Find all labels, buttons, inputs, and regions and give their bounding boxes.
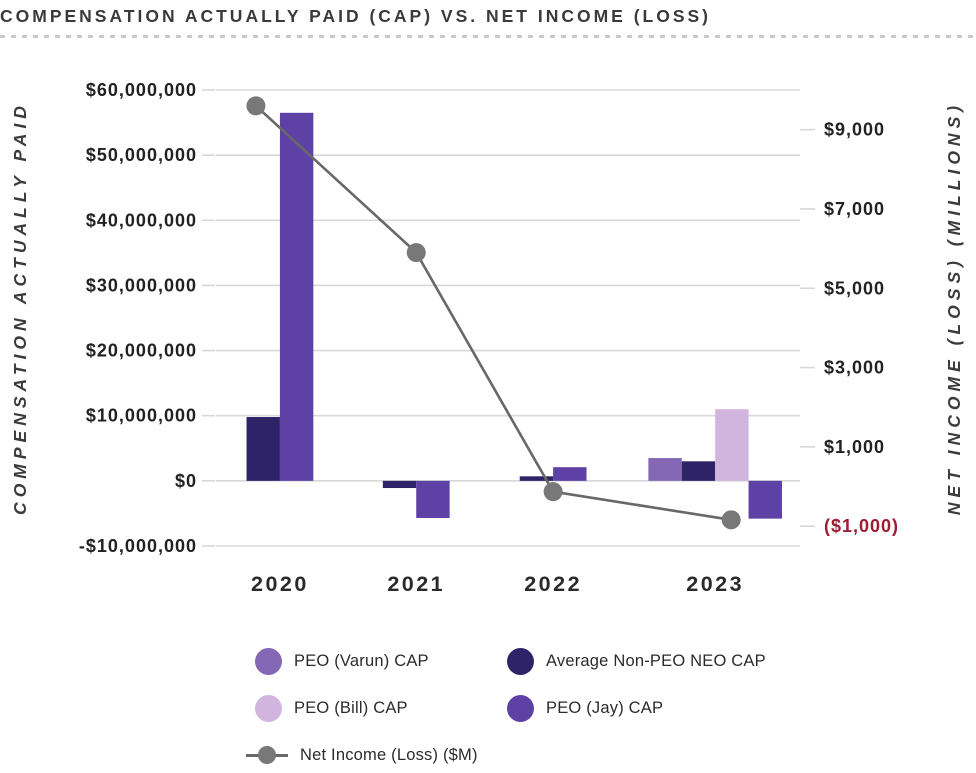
- legend-swatch-peo-bill: [255, 695, 282, 722]
- right-axis-tick-label: ($1,000): [824, 516, 899, 536]
- right-axis-tick-label: $5,000: [824, 278, 885, 298]
- right-axis-tick-label: $7,000: [824, 199, 885, 219]
- left-axis-tick-label: $40,000,000: [86, 210, 197, 230]
- x-axis-labels: 2020 2021 2022 2023: [251, 572, 744, 596]
- bar-avg_neo-2021: [382, 480, 417, 489]
- bar-jay-2021: [416, 480, 450, 518]
- legend-item-peo-bill-cap: PEO (Bill) CAP: [255, 695, 408, 722]
- left-axis-tick-label: -$10,000,000: [79, 536, 197, 556]
- gridlines: $60,000,000 $50,000,000 $40,000,000 $30,000…: [79, 80, 800, 556]
- net-income-line-path: [255, 104, 732, 522]
- left-axis-tick-label: $50,000,000: [86, 145, 197, 165]
- left-axis-tick-label: $60,000,000: [86, 80, 197, 100]
- net-income-point-2023: [721, 510, 741, 530]
- x-axis-label-2020: 2020: [251, 572, 309, 596]
- bar-varun-2023: [648, 458, 682, 481]
- legend-label-average-non-peo-neo: Average Non-PEO NEO CAP: [546, 652, 766, 670]
- bar-avg_neo-2023: [681, 461, 716, 481]
- x-axis-label-2023: 2023: [686, 572, 744, 596]
- x-axis-label-2022: 2022: [524, 572, 582, 596]
- net-income-point-2021: [406, 243, 426, 263]
- legend-label-peo-varun: PEO (Varun) CAP: [294, 652, 429, 670]
- legend-swatch-peo-varun: [255, 648, 282, 675]
- page-title: COMPENSATION ACTUALLY PAID (CAP) VS. NET…: [0, 6, 712, 26]
- right-axis-tick-label: $9,000: [824, 120, 885, 140]
- legend-item-average-non-peo-neo-cap: Average Non-PEO NEO CAP: [507, 648, 766, 675]
- bar-jay-2022: [553, 467, 587, 481]
- bar-jay-2020: [279, 112, 314, 481]
- legend-label-peo-jay: PEO (Jay) CAP: [546, 699, 664, 717]
- bar-avg_neo-2022: [519, 476, 554, 481]
- x-axis-label-2021: 2021: [387, 572, 445, 596]
- left-axis-tick-label: $20,000,000: [86, 341, 197, 361]
- net-income-point-2022: [543, 482, 563, 502]
- right-axis-tick-label: $3,000: [824, 358, 885, 378]
- left-axis-title: COMPENSATION ACTUALLY PAID: [10, 101, 30, 515]
- net-income-point-2020: [246, 96, 266, 116]
- legend-item-peo-varun-cap: PEO (Varun) CAP: [255, 648, 429, 675]
- left-axis-tick-label: $30,000,000: [86, 275, 197, 295]
- legend-swatch-average-non-peo-neo: [507, 648, 534, 675]
- cap-bars: [246, 112, 782, 519]
- right-axis: $9,000 $7,000 $5,000 $3,000 $1,000 ($1,000): [800, 120, 899, 536]
- right-axis-tick-label: $1,000: [824, 437, 885, 457]
- left-axis-tick-label: $0: [175, 471, 197, 491]
- right-axis-title: NET INCOME (LOSS) (MILLIONS): [944, 101, 964, 515]
- bar-bill-2023: [715, 409, 749, 481]
- bar-jay-2023: [748, 480, 782, 519]
- title-separator-dotted-line: [0, 35, 976, 38]
- cap-vs-net-income-chart: $60,000,000 $50,000,000 $40,000,000 $30,000…: [10, 80, 964, 596]
- legend-item-net-income-loss: Net Income (Loss) ($M): [246, 742, 478, 769]
- legend-line-marker-swatch: [246, 742, 288, 769]
- net-income-line: [246, 96, 741, 530]
- legend-line-dot: [258, 746, 276, 764]
- left-axis-tick-label: $10,000,000: [86, 406, 197, 426]
- bar-avg_neo-2020: [246, 417, 280, 481]
- legend-swatch-peo-jay: [507, 695, 534, 722]
- legend-label-peo-bill: PEO (Bill) CAP: [294, 699, 408, 717]
- legend-item-peo-jay-cap: PEO (Jay) CAP: [507, 695, 663, 722]
- legend-label-net-income-loss: Net Income (Loss) ($M): [300, 746, 478, 764]
